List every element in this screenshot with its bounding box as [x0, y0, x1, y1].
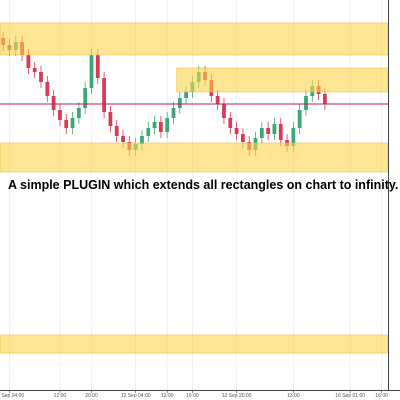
zone	[0, 142, 389, 173]
candle-body	[140, 136, 144, 144]
candle-body	[32, 68, 37, 72]
candle-body	[297, 110, 302, 128]
x-tick-label: 12 Sep 20:00	[222, 393, 252, 399]
x-tick-label: 12:00	[161, 393, 174, 399]
candle-body	[45, 82, 50, 96]
x-tick-label: 16 Sep 01:00	[335, 393, 365, 399]
candle-body	[259, 128, 264, 138]
candle-body	[76, 108, 81, 118]
candle-body	[146, 128, 151, 136]
candle-body	[241, 134, 245, 142]
candle-body	[215, 96, 220, 104]
candle-body	[177, 98, 182, 108]
candle-body	[291, 128, 296, 146]
candle-body	[184, 92, 189, 98]
candle-body	[108, 112, 113, 126]
candle-body	[228, 118, 233, 128]
x-tick-label: 16:00	[375, 393, 388, 399]
candle-body	[323, 94, 327, 104]
candle-body	[58, 110, 62, 120]
candle-body	[26, 55, 31, 68]
candle-body	[102, 78, 106, 112]
zone	[176, 67, 389, 93]
candle-body	[222, 104, 226, 118]
candle-body	[70, 118, 75, 128]
x-tick-label: 16:00	[186, 393, 199, 399]
candle-body	[234, 128, 239, 134]
caption: A simple PLUGIN which extends all rectan…	[8, 178, 398, 192]
candle-body	[64, 120, 69, 128]
zones	[0, 22, 389, 354]
candle-body	[89, 55, 94, 88]
candle-body	[39, 72, 43, 82]
candle-body	[158, 122, 163, 132]
candle-body	[51, 96, 56, 110]
candle-body	[272, 124, 277, 134]
candle-body	[152, 122, 157, 128]
candle-body	[83, 88, 88, 108]
x-tick-label: 12:00	[54, 393, 67, 399]
x-tick-label: 20:00	[85, 393, 98, 399]
candle-body	[114, 126, 119, 136]
candle-body	[165, 118, 170, 132]
candle-body	[304, 96, 308, 110]
candle-body	[266, 128, 271, 134]
candle-body	[171, 108, 176, 118]
candle-body	[121, 136, 125, 142]
candle-body	[278, 124, 283, 140]
x-tick-label: 13:00	[287, 393, 300, 399]
zone	[0, 334, 389, 354]
zone	[0, 22, 389, 56]
x-tick-label: 12 Sep 04:00	[121, 393, 151, 399]
x-tick-label: 11 Sep 04:00	[0, 393, 24, 399]
candle-body	[95, 55, 100, 78]
